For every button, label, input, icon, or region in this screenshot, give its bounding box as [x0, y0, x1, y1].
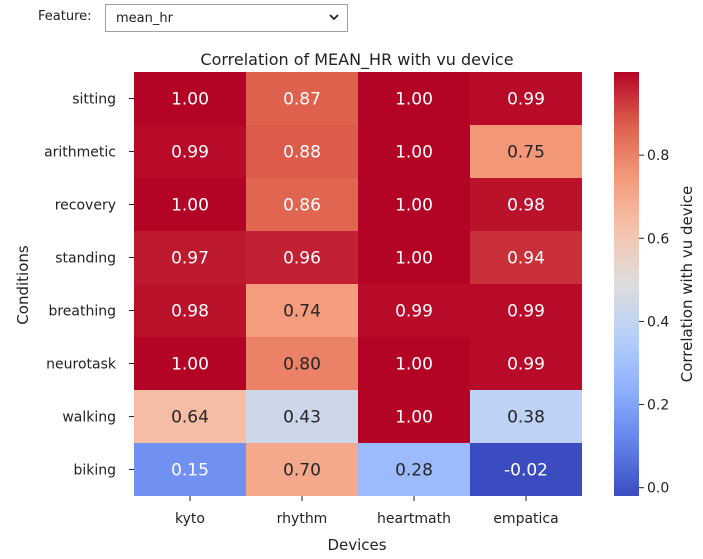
row-tick-label: neurotask [46, 357, 117, 373]
cell-label: 0.70 [283, 461, 321, 481]
cell-label: -0.02 [504, 461, 548, 481]
heatmap-cell-sitting-empatica [470, 72, 582, 125]
colorbar-ticks: 0.0 0.2 0.4 0.6 0.8 [639, 148, 669, 497]
column-tick-label: kyto [175, 511, 205, 527]
heatmap-cell-walking-empatica [470, 390, 582, 443]
heatmap-cell-biking-rhythm [246, 443, 358, 496]
heatmap-cell-standing-rhythm [246, 231, 358, 284]
cell-label: 0.28 [395, 461, 433, 481]
heatmap-cell-walking-kyto [134, 390, 246, 443]
heatmap-cell-recovery-empatica [470, 178, 582, 231]
row-tick-label: standing [55, 251, 116, 267]
colorbar-label: Correlation with vu device [678, 186, 696, 383]
heatmap-cell-neurotask-empatica [470, 337, 582, 390]
cell-label: 1.00 [171, 90, 209, 110]
colorbar [614, 72, 639, 496]
heatmap-cell-recovery-rhythm [246, 178, 358, 231]
row-tick-label: recovery [55, 198, 116, 214]
cell-label: 1.00 [395, 355, 433, 375]
heatmap-cell-walking-heartmath [358, 390, 470, 443]
cell-label: 0.64 [171, 408, 209, 428]
heatmap-cell-neurotask-rhythm [246, 337, 358, 390]
column-tick-label: rhythm [277, 511, 328, 527]
heatmap-cell-recovery-kyto [134, 178, 246, 231]
feature-label: Feature: [38, 9, 92, 24]
cell-label: 1.00 [395, 249, 433, 269]
cell-label: 0.99 [395, 302, 433, 322]
cell-label: 1.00 [395, 143, 433, 163]
heatmap-cell-biking-heartmath [358, 443, 470, 496]
cell-label: 1.00 [395, 196, 433, 216]
cell-label: 0.98 [507, 196, 545, 216]
row-tick-labels: sitting arithmetic recovery standing breathi… [44, 92, 134, 479]
y-axis-label: Conditions [14, 245, 32, 325]
column-tick-label: empatica [493, 511, 558, 527]
chevron-down-icon [329, 14, 339, 21]
x-axis-label: Devices [327, 536, 386, 554]
cell-label: 0.74 [283, 302, 321, 322]
cell-label: 0.80 [283, 355, 321, 375]
feature-select-value: mean_hr [116, 11, 173, 26]
cell-label: 0.99 [507, 355, 545, 375]
heatmap-cell-labels: 1.00 0.87 1.00 0.99 0.99 0.88 1.00 0.75 1.00 0.86… [171, 90, 548, 481]
column-tick-labels: kyto rhythm heartmath empatica [175, 496, 559, 527]
heatmap-cell-breathing-rhythm [246, 284, 358, 337]
heatmap-cell-biking-empatica [470, 443, 582, 496]
cell-label: 0.96 [283, 249, 321, 269]
feature-select[interactable]: mean_hr [105, 4, 348, 32]
heatmap-cell-breathing-empatica [470, 284, 582, 337]
cell-label: 0.87 [283, 90, 321, 110]
row-tick-label: breathing [48, 304, 116, 320]
cell-label: 0.38 [507, 408, 545, 428]
heatmap-cell-standing-kyto [134, 231, 246, 284]
row-tick-label: sitting [72, 92, 116, 108]
chart-title: Correlation of MEAN_HR with vu device [200, 50, 513, 70]
cell-label: 0.75 [507, 143, 545, 163]
feature-widget: Feature: mean_hr [0, 0, 703, 36]
cell-label: 0.88 [283, 143, 321, 163]
row-tick-label: biking [73, 463, 116, 479]
heatmap-cell-breathing-heartmath [358, 284, 470, 337]
column-tick-label: heartmath [377, 511, 451, 527]
heatmap-cell-arithmetic-rhythm [246, 125, 358, 178]
cell-label: 0.99 [507, 302, 545, 322]
heatmap-cell-walking-rhythm [246, 390, 358, 443]
row-tick-label: walking [62, 410, 116, 426]
cell-label: 1.00 [395, 90, 433, 110]
colorbar-tick-label: 0.4 [647, 314, 669, 330]
cell-label: 0.15 [171, 461, 209, 481]
cell-label: 0.98 [171, 302, 209, 322]
cell-label: 1.00 [171, 355, 209, 375]
cell-label: 0.99 [507, 90, 545, 110]
cell-label: 1.00 [395, 408, 433, 428]
cell-label: 0.97 [171, 249, 209, 269]
cell-label: 0.94 [507, 249, 545, 269]
heatmap-cell-arithmetic-kyto [134, 125, 246, 178]
heatmap-cell-biking-kyto [134, 443, 246, 496]
heatmap-chart: Correlation of MEAN_HR with vu device 1.… [14, 50, 696, 554]
heatmap-cell-sitting-rhythm [246, 72, 358, 125]
heatmap-cell-arithmetic-empatica [470, 125, 582, 178]
heatmap-cells [134, 72, 582, 496]
row-tick-label: arithmetic [44, 145, 116, 161]
cell-label: 1.00 [171, 196, 209, 216]
heatmap-cell-neurotask-kyto [134, 337, 246, 390]
cell-label: 0.99 [171, 143, 209, 163]
cell-label: 0.43 [283, 408, 321, 428]
heatmap-cell-sitting-kyto [134, 72, 246, 125]
cell-label: 0.86 [283, 196, 321, 216]
heatmap-cell-arithmetic-heartmath [358, 125, 470, 178]
colorbar-tick-label: 0.6 [647, 231, 669, 247]
colorbar-tick-label: 0.2 [647, 398, 669, 414]
heatmap-cell-standing-empatica [470, 231, 582, 284]
colorbar-tick-label: 0.8 [647, 148, 669, 164]
heatmap-cell-breathing-kyto [134, 284, 246, 337]
heatmap-cell-recovery-heartmath [358, 178, 470, 231]
colorbar-tick-label: 0.0 [647, 481, 669, 497]
heatmap-cell-neurotask-heartmath [358, 337, 470, 390]
heatmap-cell-standing-heartmath [358, 231, 470, 284]
heatmap-cell-sitting-heartmath [358, 72, 470, 125]
